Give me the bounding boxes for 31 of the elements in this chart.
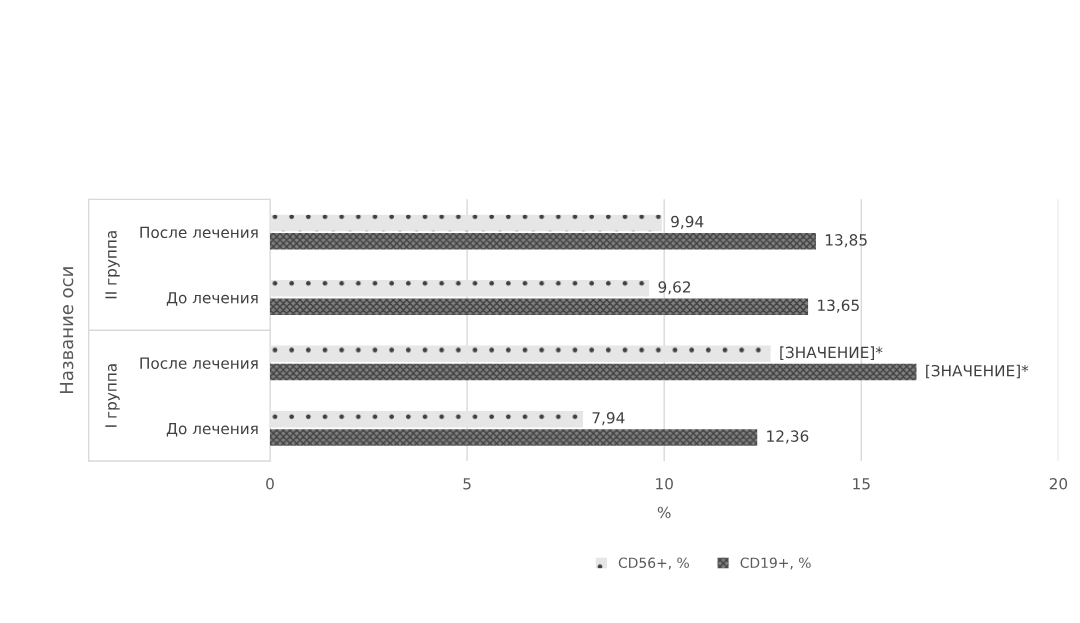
bar <box>270 298 809 315</box>
bar <box>270 410 583 428</box>
legend-label: CD19+, % <box>740 557 811 570</box>
y-tick-label: До лечения <box>166 292 258 306</box>
x-tick-label: 5 <box>463 478 471 490</box>
legend-label: CD56+, % <box>618 557 689 570</box>
text: II группа <box>105 231 120 299</box>
y-axis-title: Название оси <box>59 267 74 393</box>
bar <box>270 345 771 362</box>
data-label: 12,36 <box>767 430 809 444</box>
bar <box>270 363 917 381</box>
y-tick-label: До лечения <box>166 422 258 437</box>
y-tick-label: После лечения <box>140 226 258 239</box>
x-tick-label: 10 <box>656 477 673 490</box>
y-tick-label: После лечения <box>140 357 258 369</box>
data-label: 13,65 <box>818 299 859 313</box>
data-label: 9,62 <box>658 281 691 295</box>
x-tick-label: 15 <box>853 478 870 490</box>
data-label: 13,85 <box>825 234 867 248</box>
data-label: 7,94 <box>592 412 625 426</box>
data-label: [ЗНАЧЕНИЕ]* <box>780 346 883 360</box>
data-label: 9,94 <box>671 215 704 229</box>
bar <box>270 429 758 446</box>
bar <box>270 280 650 297</box>
x-axis-title: % <box>657 506 671 519</box>
x-tick-label: 20 <box>1049 477 1068 490</box>
x-tick-label: 0 <box>266 477 274 490</box>
text: I группа <box>105 364 120 427</box>
bar <box>270 214 662 232</box>
bar <box>270 232 816 250</box>
data-label: [ЗНАЧЕНИЕ]* <box>926 364 1029 379</box>
